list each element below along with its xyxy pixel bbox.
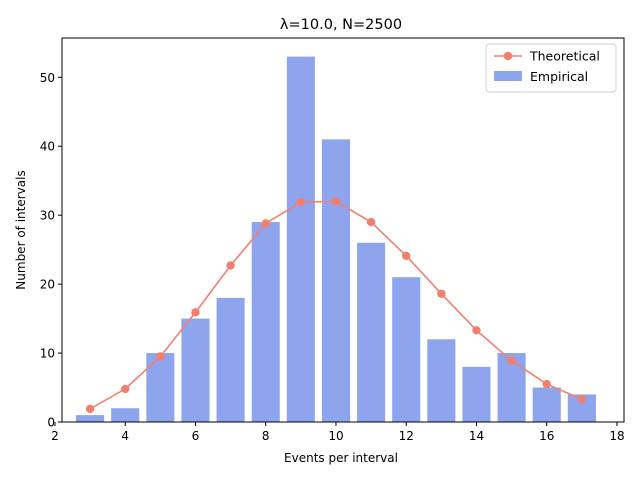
bar-7: [216, 297, 245, 422]
x-tick-label-2: 2: [51, 429, 59, 443]
theoretical-point-14: [472, 326, 481, 335]
bar-14: [462, 366, 491, 422]
y-tick-label-50: 50: [40, 71, 55, 85]
x-tick-label-14: 14: [469, 429, 484, 443]
bar-16: [532, 387, 561, 422]
theoretical-point-16: [542, 379, 551, 389]
x-tick-label-6: 6: [192, 429, 200, 443]
chart-title: λ=10.0, N=2500: [280, 17, 402, 33]
bar-9: [286, 56, 315, 422]
x-tick-label-4: 4: [121, 429, 129, 443]
bar-4: [111, 408, 140, 422]
bar-8: [251, 222, 280, 422]
bar-5: [146, 353, 175, 422]
bar-6: [181, 318, 210, 422]
legend-label-theoretical: Theoretical: [529, 49, 600, 64]
theoretical-point-7: [226, 261, 235, 270]
legend-label-empirical: Empirical: [530, 69, 588, 84]
x-tick-label-8: 8: [262, 429, 270, 443]
y-tick-label-0: 0: [47, 416, 55, 430]
x-tick-label-16: 16: [539, 429, 554, 443]
theoretical-point-9: [296, 197, 306, 207]
legend-bar-swatch: [494, 71, 522, 81]
theoretical-point-11: [366, 217, 376, 227]
theoretical-point-5: [156, 352, 165, 361]
bar-12: [392, 277, 421, 422]
theoretical-point-6: [191, 308, 200, 317]
y-axis: 0 10 20 30 40 50: [40, 71, 62, 430]
x-tick-label-10: 10: [328, 429, 343, 443]
x-axis: 2 4 6 8 10 12 14 16 18: [51, 422, 625, 443]
plot-area: [76, 56, 596, 423]
legend: Theoretical Empirical: [485, 43, 617, 93]
plot-frame: [61, 37, 625, 423]
y-tick-label-30: 30: [40, 209, 55, 223]
x-tick-label-18: 18: [609, 429, 624, 443]
y-tick-label-10: 10: [40, 347, 55, 361]
theoretical-point-8: [261, 219, 270, 228]
theoretical-point-15: [507, 356, 516, 365]
y-tick-label-20: 20: [40, 278, 55, 292]
x-axis-label: Events per interval: [284, 451, 398, 465]
theoretical-point-4: [121, 384, 130, 394]
theoretical-point-10: [331, 197, 341, 206]
bar-10: [321, 139, 351, 423]
x-tick-label-12: 12: [399, 429, 414, 443]
theoretical-point-17: [577, 395, 587, 404]
legend-marker-swatch: [503, 51, 513, 61]
bar-13: [427, 339, 456, 422]
bar-11: [357, 242, 386, 422]
y-axis-label: Number of intervals: [14, 170, 28, 289]
theoretical-point-12: [402, 251, 411, 261]
theoretical-point-13: [437, 289, 446, 298]
y-tick-label-40: 40: [40, 140, 55, 154]
theoretical-point-3: [85, 404, 95, 414]
bar-3: [76, 415, 105, 422]
